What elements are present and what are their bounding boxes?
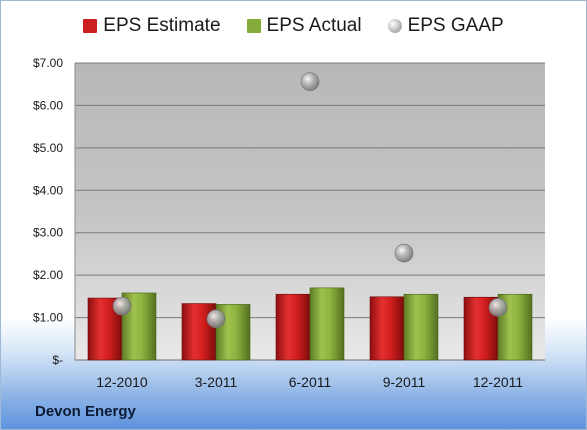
marker-eps-gaap bbox=[394, 243, 414, 263]
y-tick-label: $1.00 bbox=[33, 311, 63, 325]
legend-item-eps-estimate: EPS Estimate bbox=[83, 15, 221, 37]
legend-item-eps-actual: EPS Actual bbox=[246, 15, 362, 37]
y-tick-label: $5.00 bbox=[33, 141, 63, 155]
x-tick-label: 3-2011 bbox=[195, 374, 238, 390]
y-tick-label: $2.00 bbox=[33, 268, 63, 282]
legend-item-eps-gaap: EPS GAAP bbox=[387, 15, 504, 37]
marker-eps-gaap bbox=[488, 298, 508, 317]
legend-label-eps-actual: EPS Actual bbox=[266, 15, 362, 36]
legend-label-eps-gaap: EPS GAAP bbox=[407, 15, 504, 36]
x-tick-label: 12-2010 bbox=[96, 374, 148, 390]
legend-label-eps-estimate: EPS Estimate bbox=[103, 15, 221, 36]
y-tick-label: $- bbox=[52, 353, 63, 367]
legend-swatch-eps-estimate bbox=[83, 19, 98, 33]
legend-swatch-eps-gaap bbox=[387, 19, 402, 33]
bar-eps-actual bbox=[309, 287, 345, 361]
x-tick-label: 12-2011 bbox=[473, 374, 524, 390]
marker-eps-gaap bbox=[206, 309, 226, 329]
y-tick-label: $3.00 bbox=[33, 226, 63, 240]
legend-swatch-eps-actual bbox=[246, 19, 261, 33]
y-tick-label: $7.00 bbox=[33, 56, 63, 70]
legend: EPS Estimate EPS Actual EPS GAAP bbox=[1, 15, 586, 37]
bar-eps-estimate bbox=[275, 293, 311, 361]
x-tick-label: 9-2011 bbox=[383, 374, 426, 390]
x-tick-label: 6-2011 bbox=[289, 374, 332, 390]
y-tick-label: $4.00 bbox=[33, 183, 63, 197]
bar-eps-actual bbox=[215, 304, 251, 361]
bar-eps-actual bbox=[403, 293, 439, 361]
bar-eps-estimate bbox=[369, 296, 405, 361]
y-tick-label: $6.00 bbox=[33, 98, 63, 112]
company-name: Devon Energy bbox=[35, 403, 136, 420]
marker-eps-gaap bbox=[112, 296, 132, 316]
marker-eps-gaap bbox=[300, 72, 320, 91]
